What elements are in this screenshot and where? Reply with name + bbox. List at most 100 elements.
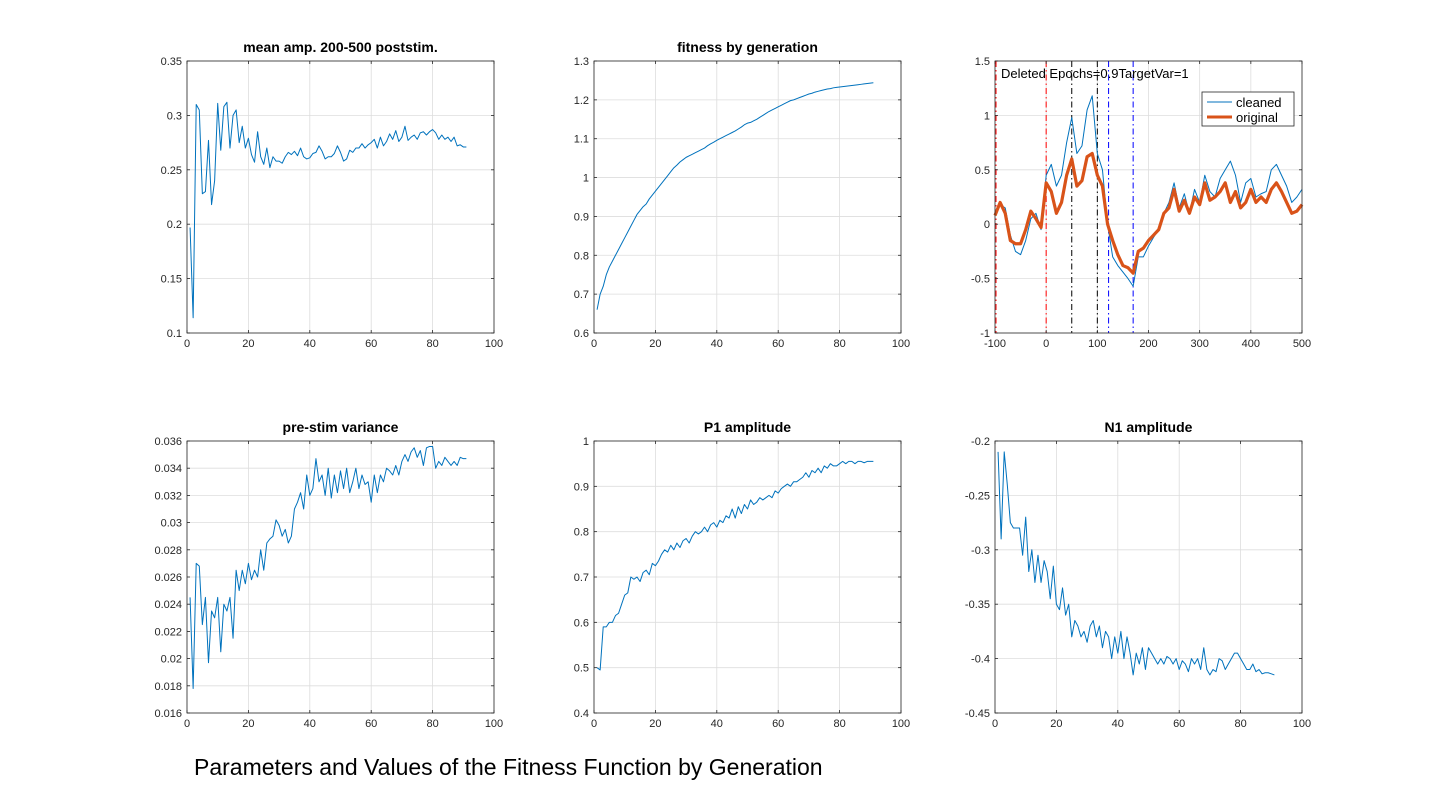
series-line — [189, 101, 467, 319]
chart-title: N1 amplitude — [1105, 419, 1193, 435]
y-tick-label: 0.4 — [574, 708, 589, 720]
x-tick-label: 20 — [649, 718, 661, 730]
y-tick-label: 1.2 — [574, 95, 589, 107]
x-tick-label: 20 — [649, 338, 661, 350]
y-tick-label: -0.35 — [965, 599, 990, 611]
x-tick-label: 100 — [485, 718, 503, 730]
x-tick-label: 40 — [1112, 718, 1124, 730]
x-tick-label: 200 — [1139, 338, 1157, 350]
plot-area — [187, 61, 494, 333]
x-tick-label: 0 — [992, 718, 998, 730]
x-tick-label: 60 — [365, 338, 377, 350]
y-tick-label: 1 — [583, 436, 589, 448]
y-tick-label: 1.5 — [975, 56, 990, 68]
y-tick-label: 0.1 — [167, 328, 182, 340]
y-tick-label: 0.9 — [574, 481, 589, 493]
series-line-original — [993, 151, 1304, 275]
y-tick-label: 1 — [583, 173, 589, 185]
legend-label-original: original — [1236, 110, 1278, 125]
chart-title: mean amp. 200-500 poststim. — [243, 39, 438, 55]
y-tick-label: 0.7 — [574, 572, 589, 584]
y-tick-label: 0.8 — [574, 527, 589, 539]
y-tick-label: 0.9 — [574, 211, 589, 223]
x-tick-label: 100 — [1293, 718, 1311, 730]
y-tick-label: 1.3 — [574, 56, 589, 68]
y-tick-label: 0.3 — [167, 110, 182, 122]
x-tick-label: 80 — [426, 718, 438, 730]
x-tick-label: 80 — [1234, 718, 1246, 730]
x-tick-label: 100 — [892, 338, 910, 350]
x-tick-label: 80 — [833, 338, 845, 350]
chart-erp: -100 0 100 200 300 400 500 -1 -0.5 0 0.5 1 1.5 Delete… — [971, 56, 1311, 350]
y-tick-label: 0.018 — [154, 681, 182, 693]
y-tick-label: -0.25 — [965, 490, 990, 502]
y-tick-label: 0.35 — [161, 56, 182, 68]
chart-fitness: 0 20 40 60 80 100 0.6 0.7 0.8 0.9 1 1.1 1.2 1.3 fitnes… — [574, 39, 910, 350]
y-tick-label: 1 — [984, 110, 990, 122]
y-tick-label: 0.2 — [167, 219, 182, 231]
x-tick-label: 80 — [426, 338, 438, 350]
y-tick-label: -0.4 — [971, 654, 990, 666]
y-tick-label: 0.026 — [154, 572, 182, 584]
x-tick-label: 0 — [1043, 338, 1049, 350]
series-line — [596, 82, 874, 310]
x-tick-label: 0 — [184, 718, 190, 730]
chart-title: fitness by generation — [677, 39, 818, 55]
y-tick-label: -0.2 — [971, 436, 990, 448]
legend-box — [1201, 91, 1295, 127]
x-tick-label: 40 — [304, 718, 316, 730]
y-tick-label: 0.7 — [574, 289, 589, 301]
y-tick-label: 0.016 — [154, 708, 182, 720]
x-tick-label: -100 — [984, 338, 1006, 350]
chart-prestim-var: 0 20 40 60 80 100 0.016 0.018 0.02 0.022 0.024 0.02… — [154, 419, 503, 730]
plot-area — [995, 441, 1302, 713]
axes-box — [186, 60, 495, 334]
y-tick-label: 0.15 — [161, 274, 182, 286]
x-tick-label: 0 — [591, 338, 597, 350]
y-tick-label: 0.6 — [574, 617, 589, 629]
series-line — [997, 451, 1275, 676]
series-line-cleaned — [994, 95, 1303, 287]
x-tick-label: 100 — [892, 718, 910, 730]
x-tick-label: 400 — [1242, 338, 1260, 350]
axes-box — [593, 60, 902, 334]
x-tick-label: 100 — [1088, 338, 1106, 350]
chart-title: pre-stim variance — [283, 419, 399, 435]
y-tick-label: -0.3 — [971, 545, 990, 557]
y-tick-label: -1 — [980, 328, 990, 340]
y-tick-label: 1.1 — [574, 134, 589, 146]
y-tick-label: -0.5 — [971, 274, 990, 286]
y-tick-label: 0.8 — [574, 250, 589, 262]
y-tick-label: 0 — [984, 219, 990, 231]
y-tick-label: -0.45 — [965, 708, 990, 720]
x-tick-label: 300 — [1190, 338, 1208, 350]
y-tick-label: 0.032 — [154, 490, 182, 502]
x-tick-label: 0 — [591, 718, 597, 730]
y-tick-label: 0.5 — [574, 663, 589, 675]
x-tick-label: 60 — [365, 718, 377, 730]
x-tick-label: 100 — [485, 338, 503, 350]
y-tick-label: 0.034 — [154, 463, 182, 475]
x-tick-label: 40 — [304, 338, 316, 350]
y-tick-label: 0.028 — [154, 545, 182, 557]
x-tick-label: 0 — [184, 338, 190, 350]
chart-annotation: Deleted Epochs=0.9TargetVar=1 — [1001, 66, 1189, 81]
legend-label-cleaned: cleaned — [1236, 95, 1282, 110]
y-tick-label: 0.25 — [161, 165, 182, 177]
chart-p1: 0 20 40 60 80 100 0.4 0.5 0.6 0.7 0.8 0.9 1 P1 amplit… — [574, 419, 910, 730]
x-tick-label: 60 — [772, 718, 784, 730]
x-tick-label: 60 — [772, 338, 784, 350]
x-tick-label: 40 — [711, 338, 723, 350]
figure-caption: Parameters and Values of the Fitness Fun… — [194, 754, 823, 780]
x-tick-label: 40 — [711, 718, 723, 730]
series-line — [189, 445, 467, 690]
x-tick-label: 20 — [242, 338, 254, 350]
x-tick-label: 20 — [242, 718, 254, 730]
axes-box — [994, 440, 1303, 714]
x-tick-label: 500 — [1293, 338, 1311, 350]
y-tick-label: 0.022 — [154, 626, 182, 638]
series-line — [596, 460, 874, 671]
y-tick-label: 0.02 — [161, 654, 182, 666]
y-tick-label: 0.036 — [154, 436, 182, 448]
